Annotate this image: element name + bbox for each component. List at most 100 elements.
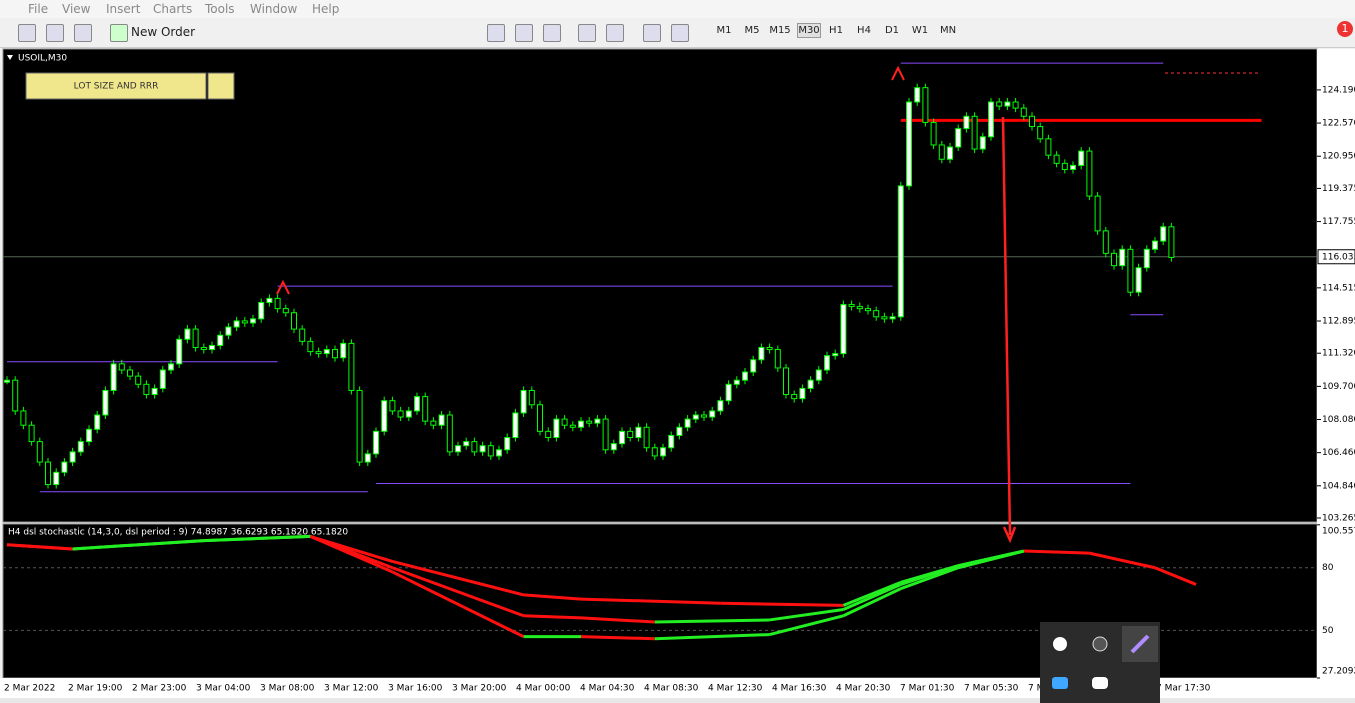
x-tick-label: 3 Mar 16:00	[388, 684, 443, 694]
candle	[471, 441, 478, 453]
candle	[414, 396, 420, 412]
lot-button[interactable]	[25, 72, 207, 100]
candle	[512, 412, 519, 439]
candle	[397, 410, 404, 418]
menu-item[interactable]: View	[62, 2, 91, 16]
icon[interactable]	[671, 24, 689, 42]
notification-badge[interactable]: 1	[1337, 21, 1353, 37]
x-tick-label: 7 Mar 05:30	[964, 684, 1019, 694]
candle	[53, 471, 60, 486]
candle	[1037, 126, 1044, 140]
x-tick-label: 2 Mar 2022	[4, 684, 55, 694]
candle	[897, 185, 904, 318]
timeframe-button[interactable]: M5	[744, 25, 760, 36]
candle	[1004, 101, 1011, 107]
candle	[487, 445, 494, 457]
candle	[856, 306, 863, 310]
price-axis	[1317, 49, 1355, 678]
candle	[979, 136, 986, 150]
candle	[725, 383, 732, 402]
tray-icon[interactable]	[1092, 677, 1108, 689]
candle	[77, 441, 84, 453]
candle	[881, 316, 888, 320]
candle	[906, 101, 912, 187]
tray-icon[interactable]	[1053, 637, 1067, 651]
timeframe-button[interactable]: M15	[769, 25, 791, 36]
icon[interactable]	[110, 24, 128, 42]
y-tick-label: 27.2092	[1322, 667, 1355, 677]
y-tick-label: 124.190	[1322, 85, 1355, 95]
candle	[922, 87, 929, 123]
icon[interactable]	[487, 24, 505, 42]
candle	[479, 445, 486, 453]
lot-button-icon[interactable]	[207, 72, 235, 100]
tray-icon[interactable]	[1130, 634, 1150, 654]
candle	[783, 367, 789, 396]
candle	[1160, 226, 1167, 242]
candle	[610, 443, 617, 451]
menu-item[interactable]: Window	[250, 2, 298, 16]
timeframe-button[interactable]: M1	[716, 25, 732, 36]
indicator-line	[900, 564, 959, 586]
candle	[364, 453, 371, 463]
candle	[446, 414, 453, 453]
tray-icon[interactable]	[1052, 677, 1068, 689]
menu-item[interactable]: Help	[312, 2, 340, 16]
menu-item[interactable]: File	[28, 2, 49, 16]
icon[interactable]	[543, 24, 561, 42]
candle	[209, 344, 215, 351]
tray-icon[interactable]	[1092, 636, 1108, 652]
candle	[86, 428, 92, 443]
icon[interactable]	[606, 24, 624, 42]
x-tick-label: 2 Mar 19:00	[68, 684, 123, 694]
candle	[938, 144, 945, 160]
new-order[interactable]: New Order	[131, 25, 196, 39]
icon[interactable]	[74, 24, 92, 42]
timeframe-button[interactable]: W1	[911, 25, 929, 36]
candle	[766, 346, 773, 351]
y-tick-label: 50	[1322, 626, 1334, 636]
symbol-arrow	[7, 55, 13, 60]
candle	[159, 369, 166, 389]
candle	[684, 418, 691, 428]
indicator-line	[6, 543, 73, 551]
timeframe-button[interactable]: M30	[797, 23, 821, 38]
icon[interactable]	[18, 24, 36, 42]
candle	[758, 346, 765, 361]
candle	[651, 447, 658, 457]
icon[interactable]	[578, 24, 596, 42]
candle	[963, 115, 970, 130]
timeframe-button[interactable]: H4	[857, 25, 871, 36]
candle	[733, 379, 740, 385]
icon[interactable]	[515, 24, 533, 42]
candle	[955, 128, 962, 148]
candle	[233, 320, 240, 328]
timeframe-button[interactable]: MN	[939, 25, 957, 36]
candle	[438, 414, 445, 426]
candle	[20, 410, 27, 426]
candle	[389, 400, 396, 412]
candle	[701, 414, 707, 418]
candle	[1135, 267, 1142, 293]
candle	[553, 418, 560, 439]
candle	[545, 430, 552, 439]
menu-item[interactable]: Insert	[106, 2, 141, 16]
candle	[635, 426, 642, 439]
candle	[94, 414, 101, 430]
candle	[250, 318, 256, 324]
icon[interactable]	[46, 24, 64, 42]
timeframe-button[interactable]: D1	[884, 25, 900, 36]
candle	[45, 461, 51, 486]
x-tick-label: 3 Mar 04:00	[196, 684, 251, 694]
menu-item[interactable]: Charts	[153, 2, 193, 16]
y-tick-label: 122.570	[1322, 119, 1355, 129]
timeframe-button[interactable]: H1	[829, 25, 843, 36]
menu-item[interactable]: Tools	[205, 2, 235, 16]
candle	[1020, 107, 1027, 117]
candle	[791, 394, 798, 400]
x-tick-label: 4 Mar 16:30	[772, 684, 827, 694]
candle	[1094, 195, 1101, 232]
candle	[1029, 115, 1035, 128]
menu-bar: File View Insert Charts Tools Window Help	[0, 0, 1355, 18]
icon[interactable]	[643, 24, 661, 42]
